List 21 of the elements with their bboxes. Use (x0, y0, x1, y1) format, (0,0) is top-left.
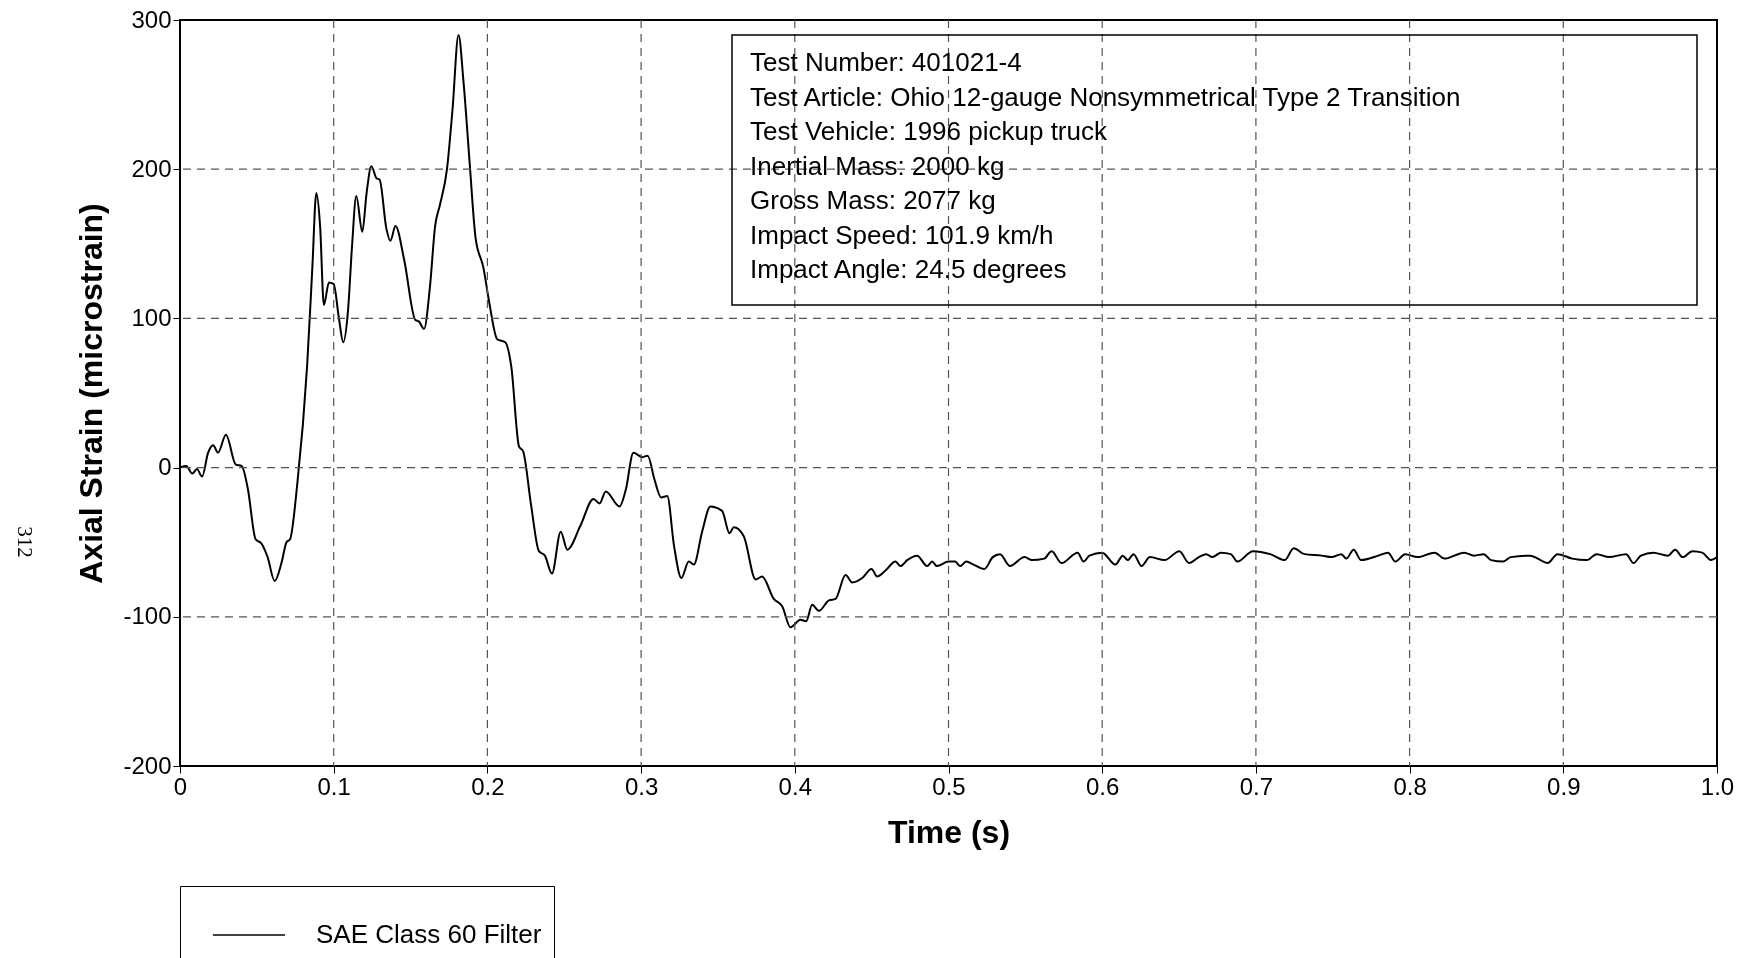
y-tick-label: -100 (123, 602, 172, 630)
x-tick-label: 1.0 (1700, 772, 1735, 800)
x-tick-label: 0.2 (471, 772, 505, 800)
y-tick-label: 300 (131, 5, 172, 33)
text: 312 (13, 526, 37, 558)
x-tick-label: 0.6 (1086, 772, 1120, 800)
x-tick-label: 0.1 (317, 772, 351, 800)
x-tick-label: 0.3 (624, 772, 659, 800)
y-tick-label: 100 (131, 303, 172, 331)
x-tick-label: 0.8 (1393, 772, 1427, 800)
annotation: Test Number: 401021-4 Test Article: Ohio 12-gauge Nonsymmetrical Type 2 Transition Test Vehicle: 1996 pickup truck Inertial Mass: 2000 kg Gross Mass: 2077 kg Impact Speed: 101.9 km/h Impact Angle: 24.5 degrees (750, 47, 1461, 284)
x-tick-label: 0.5 (932, 772, 966, 800)
x-axis-title: Time (s) (887, 813, 1011, 850)
y-tick-label: 200 (131, 154, 172, 182)
x-tick-label: 0.7 (1239, 772, 1274, 800)
legend-label: SAE Class 60 Filter (316, 919, 542, 949)
x-tick-label: 0.4 (778, 772, 812, 800)
y-tick-label: 0 (158, 453, 172, 481)
y-axis-title: Axial Strain (microstrain) (73, 203, 110, 584)
x-tick-label: 0.9 (1547, 772, 1581, 800)
y-tick-label: -200 (123, 751, 172, 779)
